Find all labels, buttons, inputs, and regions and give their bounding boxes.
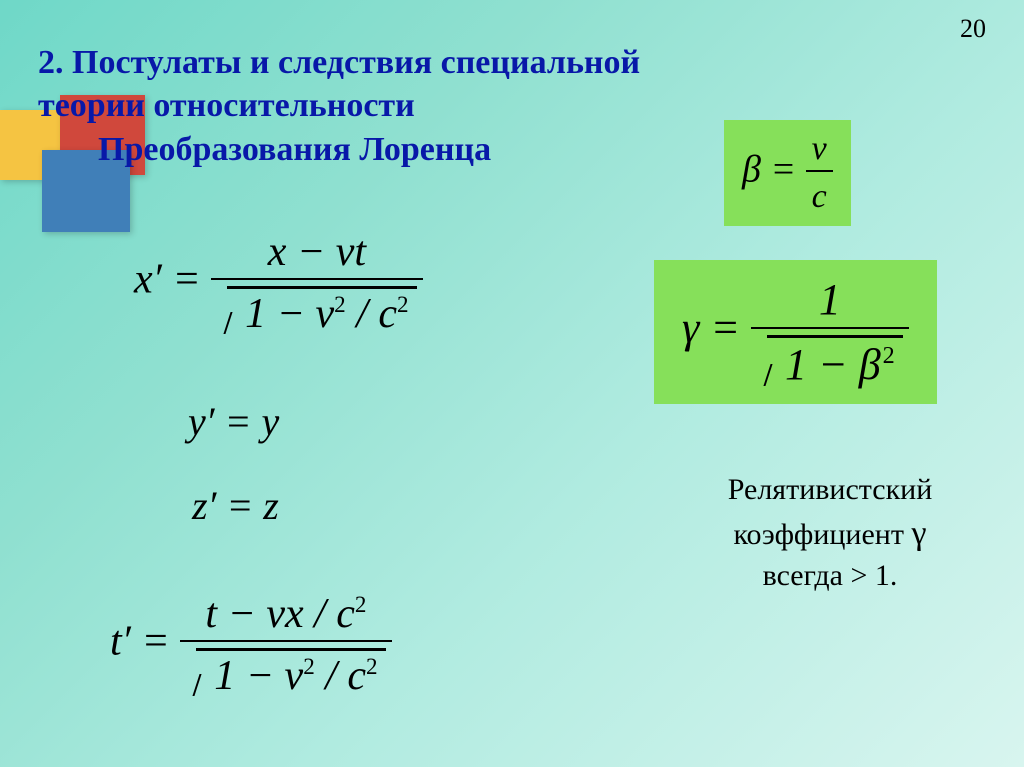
- sq3: 2: [355, 591, 367, 617]
- beta-num: v: [806, 130, 833, 170]
- formula-x-prime: x′ = x − vt 1 − v2 / c2: [134, 228, 423, 338]
- sq5: 2: [366, 653, 378, 679]
- sq4: 2: [303, 653, 315, 679]
- note-line3: всегда > 1.: [763, 559, 898, 592]
- formula-beta: β = v c: [724, 120, 851, 226]
- note-gamma-symbol: γ: [911, 515, 926, 552]
- formula-y-prime: y′ = y: [188, 398, 279, 445]
- formula-t-prime: t′ = t − vx / c2 1 − v2 / c2: [110, 590, 392, 700]
- formula-z-prime: z′ = z: [192, 482, 279, 529]
- note-line2a: коэффициент: [734, 518, 912, 551]
- relativistic-note: Релятивистский коэффициент γ всегда > 1.: [680, 470, 980, 597]
- x-den-a: 1 − v: [245, 291, 334, 337]
- sq1: 2: [334, 291, 346, 317]
- heading-sub: Преобразования Лоренца: [98, 129, 738, 172]
- t-num-a: t − vx / c: [205, 591, 355, 637]
- heading-line2: теории относительности: [38, 87, 415, 124]
- x-den-b: / c: [346, 291, 397, 337]
- sq6: 2: [883, 342, 895, 369]
- heading-line1: 2. Постулаты и следствия специальной: [38, 44, 640, 81]
- beta-den: c: [806, 170, 833, 216]
- gamma-num: 1: [751, 274, 909, 327]
- t-den-b: / c: [315, 653, 366, 699]
- note-line1: Релятивистский: [728, 473, 933, 506]
- t-lhs: t′ =: [110, 619, 170, 665]
- gamma-den-a: 1 − β: [785, 340, 881, 389]
- t-den-a: 1 − v: [214, 653, 303, 699]
- slide-heading: 2. Постулаты и следствия специальной тео…: [38, 42, 738, 172]
- x-lhs: x′ =: [134, 257, 201, 303]
- sq2: 2: [397, 291, 409, 317]
- x-numerator: x − vt: [211, 228, 422, 278]
- formula-gamma: γ = 1 1 − β2: [654, 260, 937, 404]
- page-number: 20: [960, 14, 986, 44]
- gamma-lhs: γ =: [682, 303, 740, 352]
- beta-lhs: β =: [742, 149, 796, 191]
